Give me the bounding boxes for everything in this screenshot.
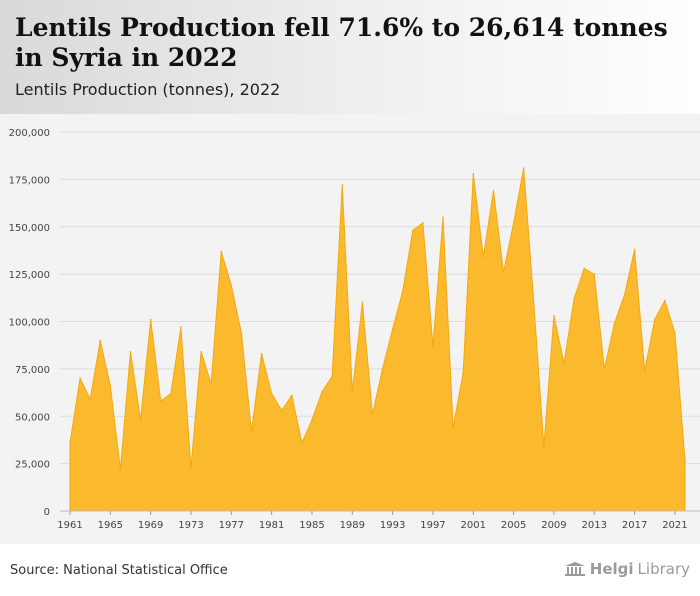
brand-logo: Helgi Library xyxy=(564,560,690,578)
data-point xyxy=(321,390,323,393)
data-point xyxy=(200,351,202,353)
data-point xyxy=(149,318,152,321)
data-point xyxy=(442,216,444,219)
data-point xyxy=(462,371,465,374)
brand-name: Helgi xyxy=(589,560,634,578)
data-point xyxy=(301,441,303,444)
data-point xyxy=(139,419,142,421)
data-point xyxy=(99,339,102,342)
data-point xyxy=(210,383,212,385)
data-point xyxy=(190,466,192,469)
y-tick-label: 175,000 xyxy=(9,175,50,186)
data-point xyxy=(573,297,575,300)
data-point xyxy=(563,362,565,364)
header-banner: Lentils Production fell 71.6% to 26,614 … xyxy=(0,0,700,114)
x-tick-label: 2001 xyxy=(461,520,486,531)
x-tick-label: 1989 xyxy=(340,520,365,531)
data-point xyxy=(553,315,555,317)
data-point xyxy=(411,229,414,232)
data-point xyxy=(401,290,404,292)
data-point xyxy=(311,419,313,421)
data-point xyxy=(361,301,364,304)
data-point xyxy=(250,430,253,433)
x-tick-label: 2013 xyxy=(582,520,607,531)
data-point xyxy=(432,345,434,347)
data-point xyxy=(664,299,666,302)
data-point xyxy=(674,332,676,334)
x-tick-label: 2021 xyxy=(662,520,687,531)
data-point xyxy=(603,368,606,370)
x-tick-label: 1969 xyxy=(138,520,163,531)
data-point xyxy=(522,167,525,169)
y-tick-label: 50,000 xyxy=(15,412,50,423)
y-tick-label: 150,000 xyxy=(9,223,50,234)
y-tick-label: 200,000 xyxy=(9,128,50,139)
data-point xyxy=(270,392,273,395)
y-tick-label: 125,000 xyxy=(9,270,50,281)
data-point xyxy=(260,352,263,355)
data-point xyxy=(69,441,71,444)
data-point xyxy=(583,267,585,270)
y-tick-label: 75,000 xyxy=(15,365,50,376)
data-point xyxy=(502,271,505,274)
data-point xyxy=(623,294,626,296)
data-point xyxy=(492,189,495,192)
chart-subtitle: Lentils Production (tonnes), 2022 xyxy=(15,80,281,99)
x-tick-label: 1985 xyxy=(299,520,324,531)
data-point xyxy=(291,394,293,397)
data-point xyxy=(633,248,636,251)
data-point xyxy=(371,413,374,416)
y-tick-label: 0 xyxy=(44,507,50,518)
data-point xyxy=(129,351,132,353)
data-point xyxy=(482,256,485,258)
data-point xyxy=(341,184,344,186)
data-point xyxy=(351,390,354,393)
data-point xyxy=(170,392,172,395)
x-tick-label: 1977 xyxy=(219,520,244,531)
data-point xyxy=(280,409,283,412)
data-point xyxy=(643,369,646,372)
data-point xyxy=(543,445,545,448)
data-point xyxy=(180,326,182,328)
x-tick-label: 1981 xyxy=(259,520,284,531)
data-point xyxy=(512,222,515,224)
data-point xyxy=(79,377,81,380)
data-point xyxy=(391,328,394,330)
data-point xyxy=(613,322,616,325)
x-tick-label: 1961 xyxy=(57,520,82,531)
data-point xyxy=(532,301,535,304)
x-tick-label: 1993 xyxy=(380,520,405,531)
source-note: Source: National Statistical Office xyxy=(10,563,228,578)
brand-suffix: Library xyxy=(637,560,690,578)
x-tick-label: 1997 xyxy=(420,520,445,531)
y-tick-label: 100,000 xyxy=(9,318,50,329)
data-point xyxy=(230,284,233,287)
x-tick-label: 2017 xyxy=(622,520,647,531)
data-point xyxy=(381,368,384,370)
x-tick-label: 1973 xyxy=(178,520,203,531)
x-tick-label: 2005 xyxy=(501,520,526,531)
x-tick-label: 2009 xyxy=(541,520,566,531)
data-point xyxy=(220,250,223,253)
data-point xyxy=(472,172,475,175)
data-point xyxy=(159,400,162,402)
y-tick-label: 25,000 xyxy=(15,460,50,471)
library-building-icon xyxy=(564,562,585,576)
data-point xyxy=(119,468,122,471)
data-point xyxy=(422,222,424,224)
data-point xyxy=(653,318,656,321)
area-chart: 0 25,000 50,000 75,000 100,000 125,000 150,000… xyxy=(9,128,700,531)
data-point xyxy=(109,385,112,387)
data-point xyxy=(240,332,243,334)
chart-area: 0 25,000 50,000 75,000 100,000 125,000 150,000… xyxy=(0,114,700,544)
data-point xyxy=(452,426,454,429)
page-title: Lentils Production fell 71.6% to 26,614 … xyxy=(15,13,668,72)
data-point xyxy=(331,375,333,378)
data-point xyxy=(89,398,91,400)
data-point xyxy=(593,273,596,275)
series-area xyxy=(69,167,686,512)
data-point xyxy=(684,459,686,462)
x-tick-label: 1965 xyxy=(98,520,123,531)
